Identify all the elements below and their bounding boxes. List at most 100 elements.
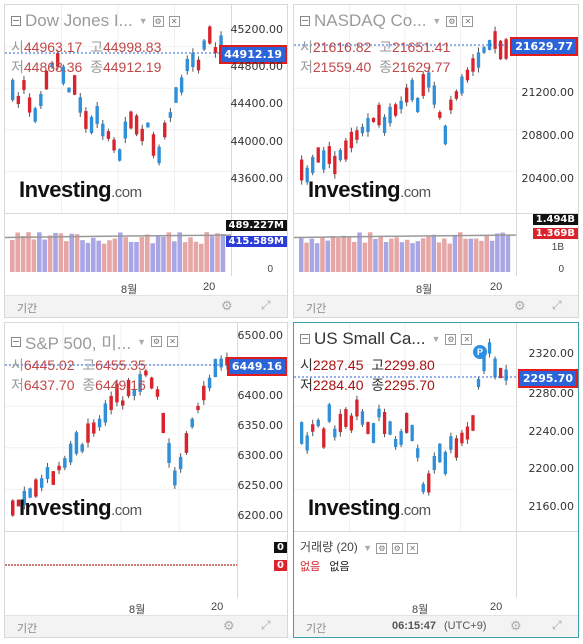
price-chart[interactable]: 45200.00 44912.19 44800.00 44400.00 4400… (5, 5, 287, 213)
candle (405, 413, 409, 433)
candle (161, 413, 165, 433)
expand-icon[interactable]: ⤢ (552, 618, 562, 632)
collapse-icon[interactable] (11, 336, 21, 347)
candle (56, 53, 60, 67)
settings-icon[interactable]: ⚙ (391, 543, 403, 554)
volume-bar (394, 237, 399, 272)
panel-dow-jones[interactable]: 45200.00 44912.19 44800.00 44400.00 4400… (4, 4, 288, 318)
volume-bar (389, 238, 394, 272)
chevron-down-icon[interactable]: ▼ (431, 334, 441, 344)
candle (78, 97, 82, 113)
candle (174, 87, 178, 103)
last-price-label: 6449.16 (226, 357, 287, 376)
settings-icon[interactable]: ⚙ (150, 336, 162, 347)
volume-bar (484, 234, 490, 272)
candle (57, 465, 61, 471)
period-label[interactable]: 기간 (306, 623, 327, 635)
candle (196, 59, 201, 71)
chevron-down-icon[interactable]: ▼ (432, 16, 442, 26)
settings-icon[interactable]: ⚙ (376, 543, 388, 554)
candle (61, 66, 66, 84)
volume-bar (58, 233, 64, 272)
gear-icon[interactable]: ⚙ (514, 298, 526, 313)
price-tick: 20400.00 (521, 172, 575, 185)
volume-bar (69, 233, 74, 272)
collapse-icon[interactable] (300, 16, 310, 26)
ohlc-row-2: 저2284.40 종2295.70 (300, 377, 435, 393)
close-icon[interactable]: ✕ (407, 543, 419, 554)
candle (11, 79, 15, 101)
volume-bar (415, 241, 421, 272)
chevron-down-icon[interactable]: ▼ (363, 543, 373, 553)
volume-bar (209, 236, 215, 272)
expand-icon[interactable]: ⤢ (261, 298, 271, 312)
volume-bar (442, 238, 447, 272)
candle (438, 112, 442, 118)
candle (173, 470, 177, 486)
candle (443, 125, 447, 145)
clock-timezone[interactable]: (UTC+9) (444, 620, 487, 632)
candle (393, 439, 398, 447)
volume-bar (155, 235, 161, 272)
collapse-icon[interactable] (11, 16, 21, 26)
pin-badge-icon[interactable]: P (473, 345, 487, 359)
candle (449, 99, 453, 111)
price-chart[interactable]: 21629.77 21200.00 20800.00 20400.00 NASD… (294, 5, 578, 213)
volume-tick: 1B (551, 242, 564, 253)
candle (157, 146, 161, 164)
price-chart[interactable]: 6500.00 6449.16 6400.00 6350.00 6300.00 … (5, 323, 287, 531)
gear-icon[interactable]: ⚙ (223, 618, 235, 633)
gear-icon[interactable]: ⚙ (510, 618, 522, 633)
candle (421, 483, 425, 493)
candle (149, 377, 154, 389)
chevron-down-icon[interactable]: ▼ (137, 336, 146, 347)
panel-us-small-cap[interactable]: 2320.00 2295.70 2280.00 2240.00 2200.00 … (293, 322, 579, 638)
date-axis-label: 20 (490, 281, 503, 293)
volume-plot (5, 232, 231, 272)
volume-bar (463, 238, 468, 272)
candle (92, 422, 96, 434)
settings-icon[interactable]: ⚙ (446, 15, 458, 27)
panel-sp500[interactable]: 6500.00 6449.16 6400.00 6350.00 6300.00 … (4, 322, 288, 638)
candle (39, 478, 44, 488)
volume-axis: 489.227M 415.589M 0 (225, 214, 287, 276)
volume-bar (37, 232, 42, 272)
candles-plot (294, 5, 516, 213)
volume-bar (410, 243, 415, 272)
panel-footer: 기간 ⚙ ⤢ (294, 295, 578, 317)
price-chart[interactable]: 2320.00 2295.70 2280.00 2240.00 2200.00 … (294, 323, 578, 531)
candle (202, 40, 206, 50)
panel-footer: 기간 ⚙ ⤢ (5, 295, 287, 317)
gear-icon[interactable]: ⚙ (221, 298, 233, 313)
candle (129, 111, 133, 129)
candle (89, 116, 94, 134)
candle (84, 111, 88, 129)
price-axis: 45200.00 44912.19 44800.00 44400.00 4400… (219, 5, 287, 213)
settings-icon[interactable]: ⚙ (445, 333, 457, 345)
settings-icon[interactable]: ⚙ (152, 15, 164, 27)
candle (190, 418, 194, 428)
date-axis-label: 8월 (412, 604, 429, 616)
expand-icon[interactable]: ⤢ (552, 298, 562, 312)
close-icon[interactable]: ✕ (166, 336, 178, 347)
candle (382, 117, 387, 133)
price-tick: 44800.00 (230, 60, 284, 73)
candle (27, 97, 32, 113)
price-tick: 6200.00 (237, 509, 284, 522)
candle (371, 423, 376, 443)
candle (382, 412, 387, 434)
last-price-label: 44912.19 (219, 45, 287, 64)
period-label[interactable]: 기간 (306, 303, 327, 315)
expand-icon[interactable]: ⤢ (261, 618, 271, 632)
period-label[interactable]: 기간 (17, 303, 38, 315)
chevron-down-icon[interactable]: ▼ (138, 16, 148, 26)
candle (487, 342, 492, 354)
close-icon[interactable]: ✕ (461, 333, 473, 345)
price-tick: 6400.00 (237, 389, 284, 402)
price-tick: 45200.00 (230, 23, 284, 36)
panel-nasdaq[interactable]: 21629.77 21200.00 20800.00 20400.00 NASD… (293, 4, 579, 318)
period-label[interactable]: 기간 (17, 623, 38, 635)
close-icon[interactable]: ✕ (168, 15, 180, 27)
close-icon[interactable]: ✕ (462, 15, 474, 27)
collapse-icon[interactable] (300, 334, 310, 344)
